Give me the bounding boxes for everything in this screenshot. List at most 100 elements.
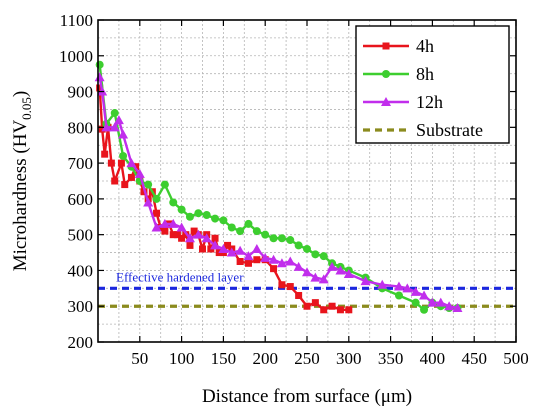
data-point-12h — [193, 229, 204, 239]
data-point-12h — [184, 233, 195, 243]
data-point-8h — [227, 223, 236, 232]
y-tick-label: 900 — [68, 83, 94, 102]
data-point-12h — [435, 297, 446, 307]
legend-marker-8h — [382, 70, 390, 78]
y-axis-title-main: Microhardness (HV — [10, 120, 31, 272]
data-point-8h — [411, 298, 420, 307]
data-point-12h — [268, 254, 279, 264]
data-point-12h — [310, 272, 321, 282]
y-tick-label: 700 — [68, 154, 94, 173]
data-point-12h — [335, 265, 346, 275]
data-point-12h — [243, 251, 254, 261]
data-point-4h — [211, 234, 219, 242]
data-point-4h — [278, 281, 286, 289]
data-point-12h — [260, 252, 271, 262]
data-point-8h — [185, 212, 194, 221]
data-point-8h — [311, 250, 320, 259]
data-point-12h — [159, 218, 170, 228]
x-tick-label: 150 — [211, 349, 237, 368]
x-tick-label: 200 — [252, 349, 278, 368]
legend: 4h 8h 12h Substrate — [355, 25, 510, 144]
data-point-12h — [201, 233, 212, 243]
data-point-8h — [219, 216, 228, 225]
data-point-4h — [311, 299, 319, 307]
data-point-8h — [194, 209, 203, 218]
series-group — [94, 60, 516, 314]
y-tick-label: 800 — [68, 118, 94, 137]
data-point-4h — [121, 181, 129, 189]
data-point-8h — [211, 214, 220, 223]
data-point-12h — [276, 258, 287, 268]
data-point-8h — [286, 236, 295, 245]
effective-hardened-layer-label: Effective hardened layer — [116, 269, 244, 284]
data-point-12h — [235, 245, 246, 255]
data-point-12h — [410, 286, 421, 296]
data-point-4h — [224, 241, 232, 249]
data-point-12h — [226, 247, 237, 257]
data-point-12h — [402, 283, 413, 293]
data-point-12h — [302, 267, 312, 277]
x-tick-label: 50 — [131, 349, 148, 368]
data-point-4h — [111, 177, 119, 185]
data-point-8h — [394, 291, 403, 300]
legend-label-12h: 12h — [416, 92, 443, 112]
data-point-8h — [319, 252, 328, 261]
data-point-4h — [303, 302, 311, 310]
data-point-12h — [118, 129, 129, 139]
legend-item-4h: 4h — [363, 36, 434, 56]
data-point-4h — [345, 306, 353, 314]
data-point-12h — [176, 222, 187, 232]
data-point-12h — [419, 290, 430, 300]
data-point-12h — [377, 279, 388, 289]
data-point-4h — [199, 245, 206, 253]
data-point-4h — [336, 306, 344, 314]
x-tick-label: 500 — [503, 349, 529, 368]
y-tick-label: 400 — [68, 261, 94, 280]
x-tick-label: 400 — [420, 349, 446, 368]
x-axis-title: Distance from surface (μm) — [202, 386, 412, 407]
data-point-12h — [168, 218, 179, 228]
y-axis-title-subscript: 0.05 — [19, 97, 34, 120]
data-point-12h — [444, 301, 455, 311]
data-point-8h — [303, 244, 311, 253]
x-tick-label: 250 — [294, 349, 320, 368]
data-point-12h — [327, 261, 338, 271]
data-point-4h — [101, 150, 109, 158]
y-axis-title-end: ) — [10, 91, 31, 97]
data-point-4h — [190, 227, 198, 235]
data-point-8h — [177, 205, 186, 214]
legend-label-4h: 4h — [416, 36, 434, 56]
data-point-4h — [253, 256, 261, 264]
data-point-12h — [452, 303, 463, 313]
data-point-4h — [286, 283, 294, 291]
data-point-8h — [160, 180, 169, 189]
series-12h — [94, 72, 463, 313]
data-point-12h — [126, 158, 137, 168]
data-point-12h — [210, 240, 221, 250]
data-point-12h — [343, 269, 354, 279]
data-point-4h — [328, 302, 336, 310]
data-point-12h — [94, 72, 105, 82]
data-point-12h — [101, 122, 112, 132]
y-tick-label: 200 — [68, 333, 94, 352]
y-tick-label: 500 — [68, 226, 94, 245]
data-point-12h — [251, 243, 262, 253]
data-point-12h — [109, 122, 120, 132]
y-tick-label: 1000 — [59, 47, 93, 66]
data-point-12h — [318, 274, 329, 284]
data-point-4h — [117, 159, 125, 167]
data-point-12h — [360, 276, 371, 286]
legend-item-substrate: Substrate — [363, 120, 483, 140]
data-point-12h — [393, 281, 404, 291]
data-point-8h — [420, 305, 429, 314]
data-point-12h — [143, 197, 154, 207]
axis-ticks: 50 100 150 200 250 300 350 400 450 500 200 300 400 50… — [59, 11, 529, 368]
x-tick-label: 350 — [378, 349, 404, 368]
data-point-4h — [161, 227, 169, 235]
data-point-8h — [110, 109, 119, 118]
data-point-8h — [261, 230, 270, 239]
data-point-4h — [169, 231, 177, 239]
data-point-8h — [119, 151, 128, 160]
data-point-4h — [236, 258, 244, 265]
data-point-4h — [153, 209, 161, 217]
